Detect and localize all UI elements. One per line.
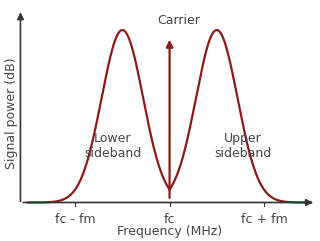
Text: Upper
sideband: Upper sideband [214,132,272,160]
Text: fc: fc [164,213,175,226]
Text: Signal power (dB): Signal power (dB) [4,57,18,169]
Text: fc - fm: fc - fm [55,213,95,226]
Text: Frequency (MHz): Frequency (MHz) [117,225,222,238]
Text: Carrier: Carrier [157,13,200,27]
Text: fc + fm: fc + fm [241,213,287,226]
Text: Lower
sideband: Lower sideband [84,132,141,160]
